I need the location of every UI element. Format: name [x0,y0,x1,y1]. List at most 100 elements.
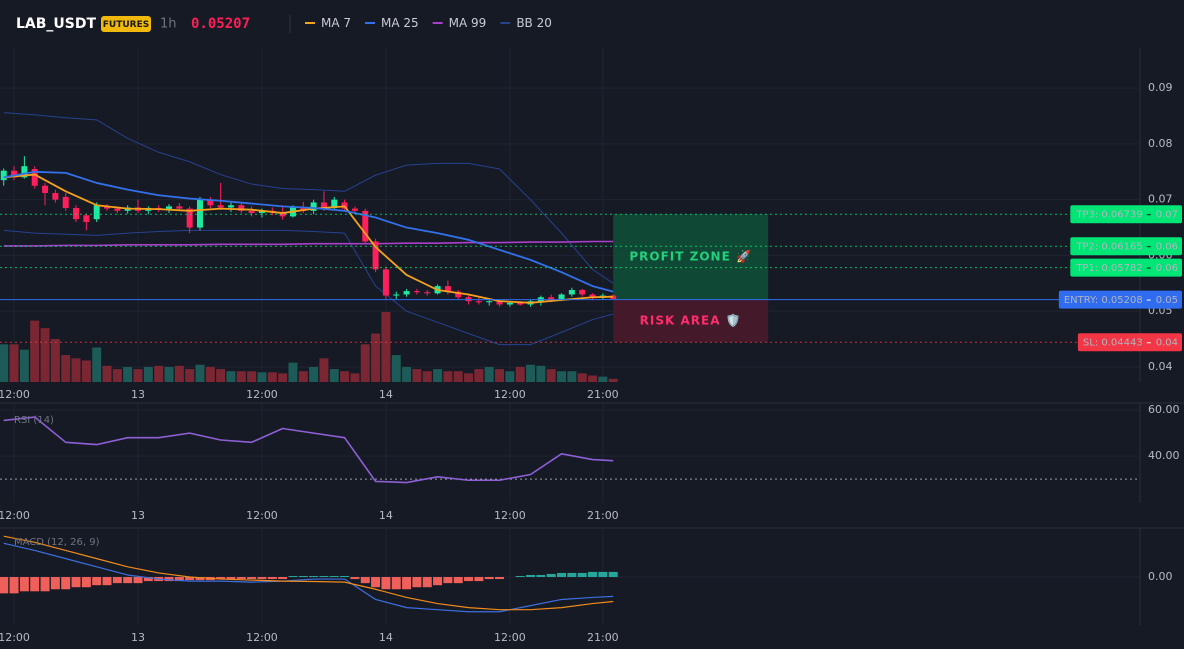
histogram-bar [402,577,412,590]
volume-bar [19,349,29,382]
histogram-bar [608,571,618,578]
y-tick-label: 40.00 [1148,449,1180,462]
histogram-bar [350,577,360,580]
x-tick-label: 12:00 [246,631,278,644]
volume-bar [422,371,432,382]
histogram-bar [536,574,546,578]
symbol[interactable]: LAB_USDT [16,16,96,32]
histogram-bar [288,575,298,578]
legend-label[interactable]: MA 99 [449,16,487,30]
candle-body [217,205,224,208]
chip-axis-label: 0.04 [1156,338,1178,349]
y-tick-label: 0.08 [1148,137,1173,150]
x-tick-label: 12:00 [494,509,526,522]
x-tick-label: 12:00 [494,388,526,401]
x-tick-label: 13 [131,509,145,522]
histogram-bar [195,577,205,581]
x-tick-label: 21:00 [587,388,619,401]
legend-label[interactable]: MA 25 [381,16,419,30]
chip-axis-label: 0.06 [1156,242,1178,253]
volume-bar [309,366,319,382]
histogram-bar [216,577,226,580]
histogram-bar [433,577,443,586]
candle-body [11,170,18,178]
volume-bar [236,371,246,382]
candle-body [517,302,524,305]
zone-label: PROFIT ZONE 🚀 [629,249,752,263]
candle-body [165,206,172,210]
candle-body [568,289,575,295]
x-tick-label: 13 [131,388,145,401]
chip-label: TP1: 0.05782 [1075,263,1142,274]
badge: FUTURES [103,20,149,30]
histogram-bar [577,572,587,578]
histogram-bar [81,577,91,588]
candle-body [393,294,400,296]
candle-body [279,211,286,217]
candle-body [579,289,586,295]
volume-bar [164,366,174,382]
volume-bar [484,366,494,382]
volume-bar [546,369,556,382]
histogram-bar [381,577,391,590]
histogram-bar [360,577,370,584]
volume-bar [536,365,546,382]
legend-label[interactable]: MA 7 [321,16,351,30]
volume-bar [0,344,9,382]
y-tick-label: 0.07 [1148,193,1173,206]
candle-body [362,210,369,242]
ma-line [3,240,614,247]
x-tick-label: 12:00 [0,509,30,522]
interval[interactable]: 1h [160,17,177,32]
volume-bar [81,360,91,382]
histogram-bar [0,577,9,594]
histogram-bar [102,577,112,586]
histogram-bar [371,577,381,588]
candle-body [238,205,245,211]
volume-bar [50,338,60,382]
volume-bar [588,375,598,382]
candle-body [589,294,596,298]
histogram-bar [464,577,474,582]
histogram-bar [443,577,453,584]
volume-bar [9,344,19,382]
volume-bar [247,371,257,382]
candle-body [83,215,90,222]
histogram-bar [391,577,401,590]
volume-bar [464,373,474,382]
volume-bar [412,369,422,382]
histogram-bar [474,577,484,582]
x-tick-label: 12:00 [0,631,30,644]
legend-label[interactable]: BB 20 [516,16,552,30]
volume-bar [61,355,71,382]
volume-bar [608,378,618,382]
histogram-bar [298,575,308,578]
histogram-bar [453,577,463,584]
histogram-bar [319,575,329,578]
x-tick-label: 14 [379,388,393,401]
histogram-bar [174,577,184,582]
histogram-bar [143,577,153,582]
volume-bar [123,366,133,382]
volume-bar [515,366,525,382]
candle-body [207,199,214,206]
volume-bar [185,369,195,382]
histogram-bar [71,577,81,588]
candle-body [73,208,80,220]
candle-body [558,294,565,301]
volume-bar [495,369,505,382]
histogram-bar [329,575,339,578]
y-tick-label: 0.00 [1148,570,1173,583]
candle-body [413,291,420,293]
volume-bar [257,372,267,382]
ma-line [3,170,614,293]
y-tick-label: 60.00 [1148,403,1180,416]
badge-bg [101,16,151,32]
x-tick-label: 12:00 [494,631,526,644]
candle-body [320,202,327,209]
candle-body [52,192,59,200]
histogram-bar [236,577,246,580]
level-chip [1058,290,1182,309]
volume-bar [433,369,443,382]
